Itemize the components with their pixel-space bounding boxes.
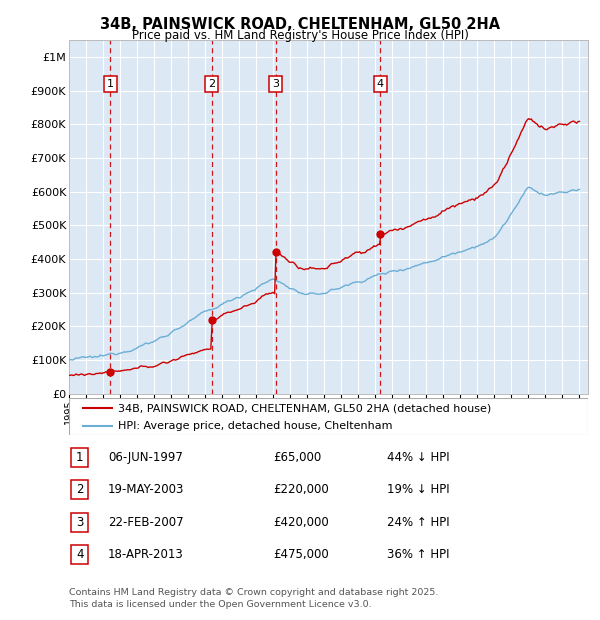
Text: 4: 4 bbox=[377, 79, 384, 89]
Text: Contains HM Land Registry data © Crown copyright and database right 2025.
This d: Contains HM Land Registry data © Crown c… bbox=[69, 588, 439, 609]
Text: £220,000: £220,000 bbox=[273, 484, 329, 496]
Text: 22-FEB-2007: 22-FEB-2007 bbox=[108, 516, 184, 528]
Text: 19% ↓ HPI: 19% ↓ HPI bbox=[387, 484, 449, 496]
Text: £475,000: £475,000 bbox=[273, 548, 329, 560]
Text: £420,000: £420,000 bbox=[273, 516, 329, 528]
Text: 1: 1 bbox=[76, 451, 83, 464]
Text: 36% ↑ HPI: 36% ↑ HPI bbox=[387, 548, 449, 560]
Text: 2: 2 bbox=[208, 79, 215, 89]
Text: 3: 3 bbox=[272, 79, 279, 89]
Text: 4: 4 bbox=[76, 548, 83, 560]
Text: Price paid vs. HM Land Registry's House Price Index (HPI): Price paid vs. HM Land Registry's House … bbox=[131, 29, 469, 42]
Text: 3: 3 bbox=[76, 516, 83, 528]
Text: 24% ↑ HPI: 24% ↑ HPI bbox=[387, 516, 449, 528]
Text: 06-JUN-1997: 06-JUN-1997 bbox=[108, 451, 183, 464]
Text: 18-APR-2013: 18-APR-2013 bbox=[108, 548, 184, 560]
Text: 44% ↓ HPI: 44% ↓ HPI bbox=[387, 451, 449, 464]
Text: 2: 2 bbox=[76, 484, 83, 496]
Text: 34B, PAINSWICK ROAD, CHELTENHAM, GL50 2HA: 34B, PAINSWICK ROAD, CHELTENHAM, GL50 2H… bbox=[100, 17, 500, 32]
Text: 34B, PAINSWICK ROAD, CHELTENHAM, GL50 2HA (detached house): 34B, PAINSWICK ROAD, CHELTENHAM, GL50 2H… bbox=[118, 403, 491, 413]
Text: £65,000: £65,000 bbox=[273, 451, 321, 464]
Text: 19-MAY-2003: 19-MAY-2003 bbox=[108, 484, 184, 496]
Text: HPI: Average price, detached house, Cheltenham: HPI: Average price, detached house, Chel… bbox=[118, 421, 393, 431]
Text: 1: 1 bbox=[107, 79, 114, 89]
